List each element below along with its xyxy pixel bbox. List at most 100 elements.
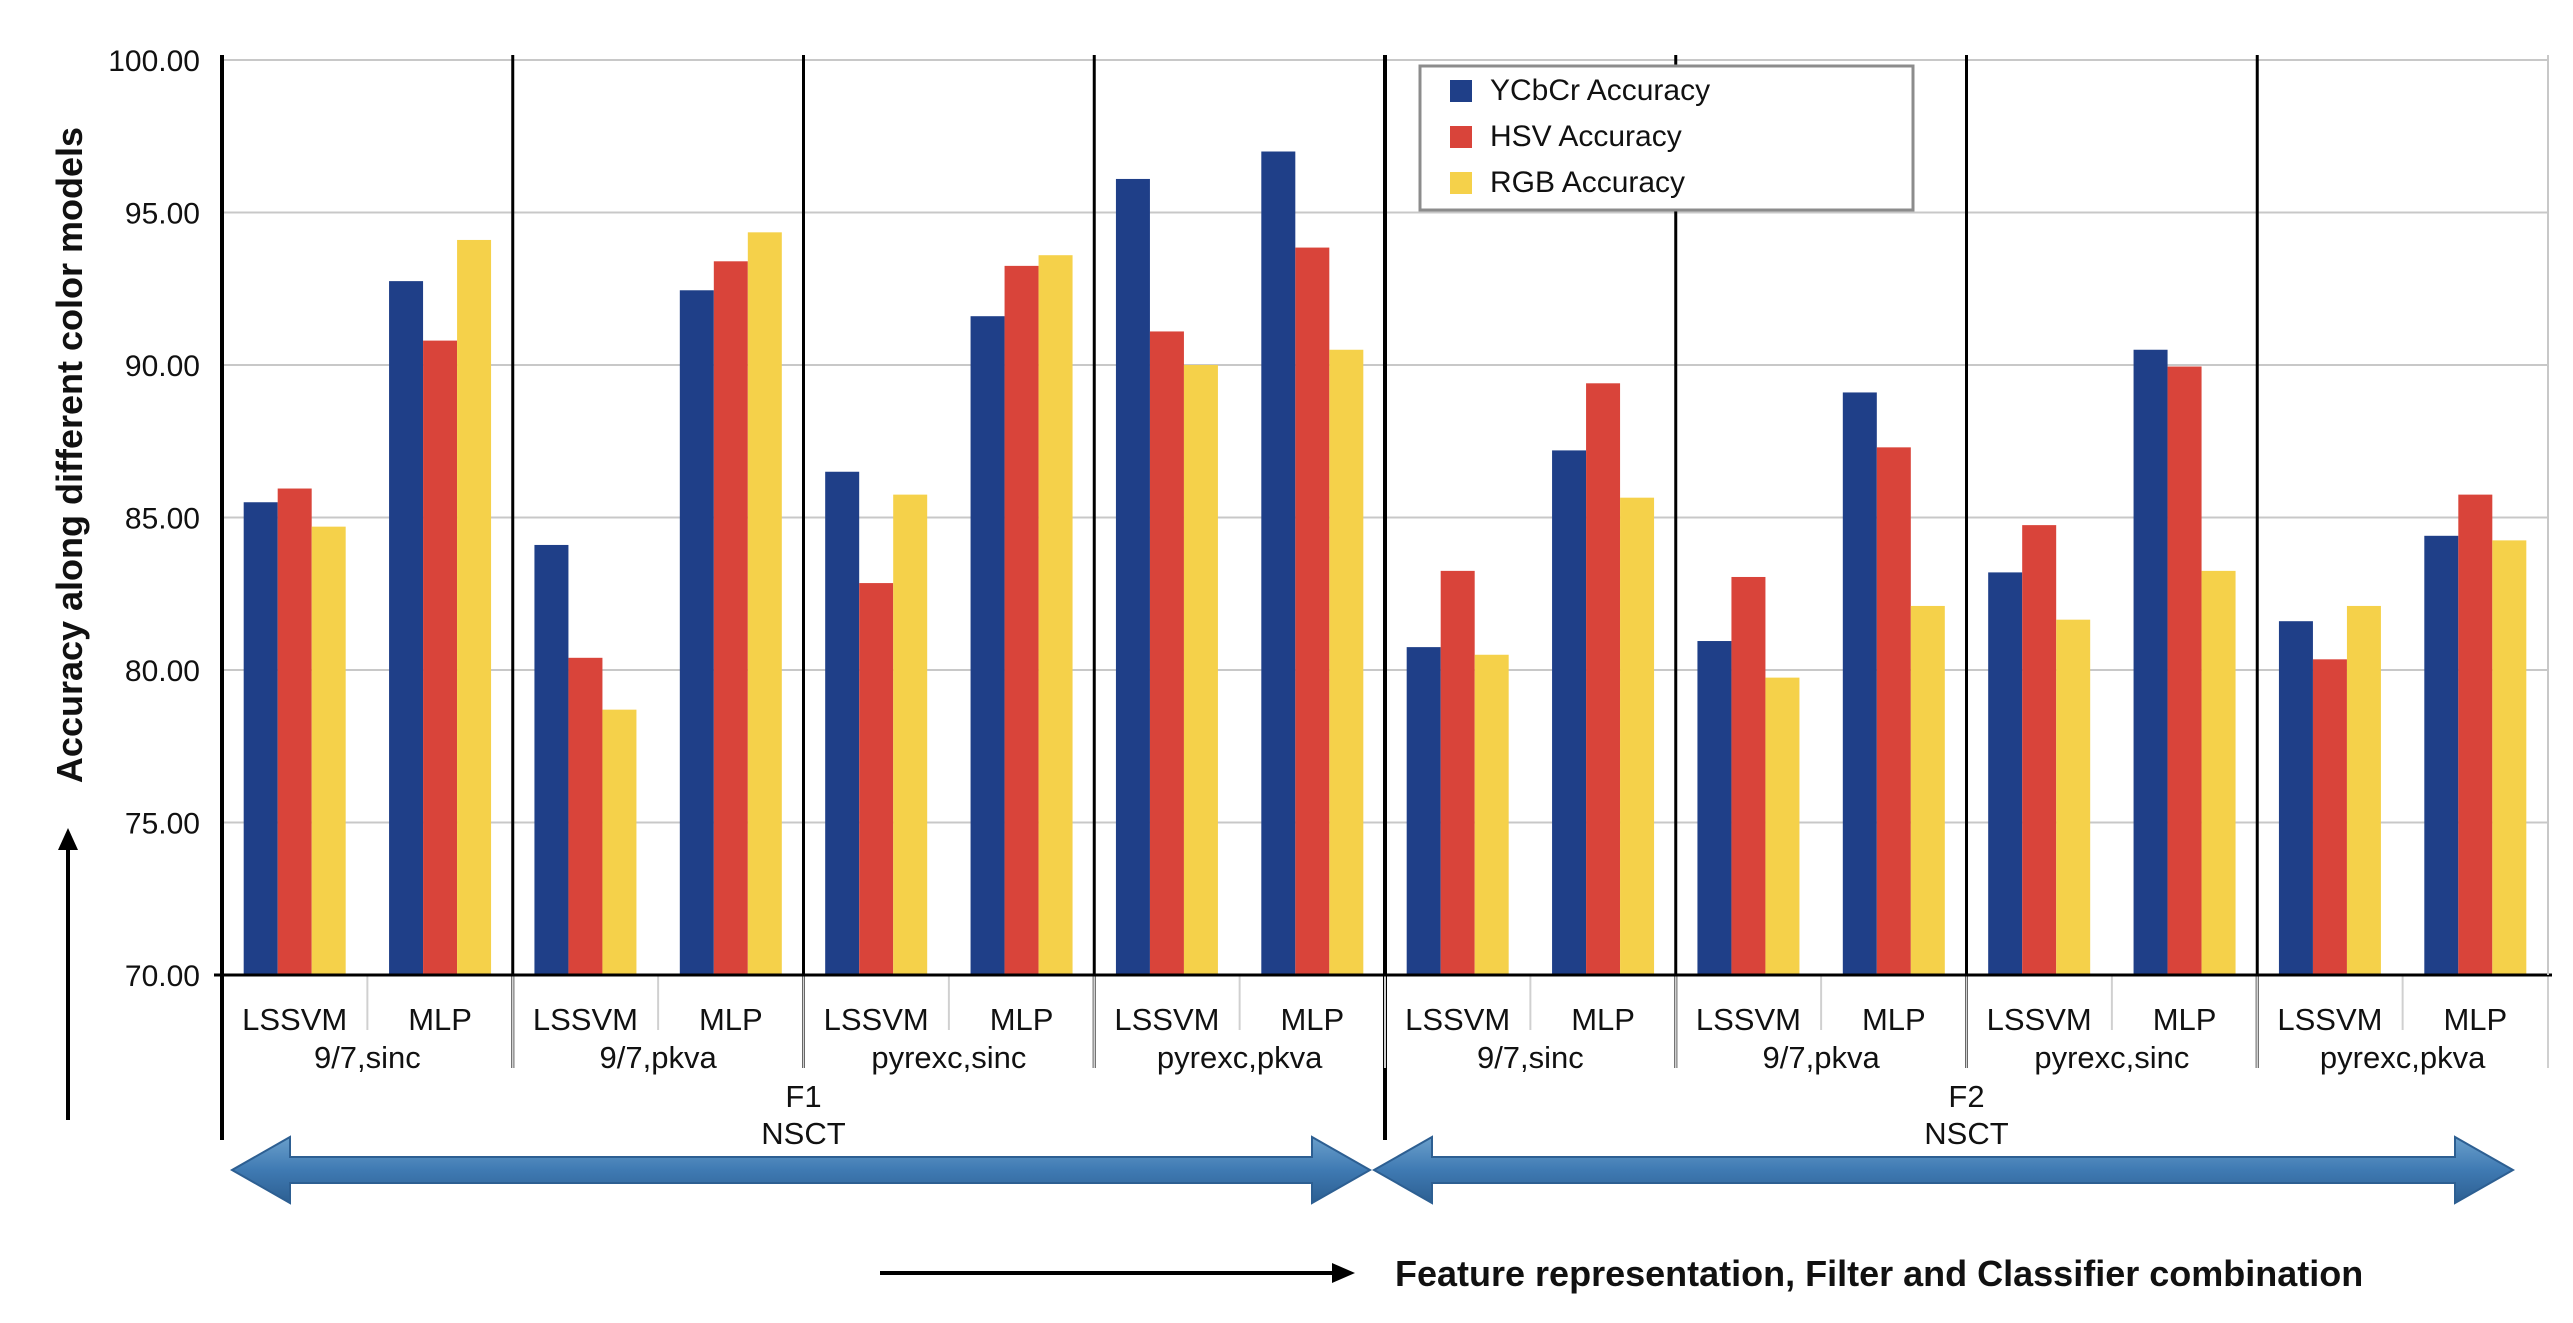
axes — [214, 55, 2552, 1140]
filter-group-label: pyrexc,sinc — [2034, 1040, 2189, 1075]
bar-hsv-14 — [2167, 366, 2202, 975]
bar-ycbcr-5 — [825, 471, 860, 975]
bar-ycbcr-15 — [2278, 621, 2313, 975]
classifier-label: LSSVM — [1405, 1002, 1510, 1037]
bar-hsv-1 — [277, 488, 312, 975]
bar-rgb-3 — [602, 709, 637, 975]
feature-group-method: NSCT — [761, 1116, 845, 1151]
bar-ycbcr-8 — [1261, 151, 1296, 975]
filter-group-label: pyrexc,pkva — [1157, 1040, 1323, 1075]
classifier-label: LSSVM — [242, 1002, 347, 1037]
classifier-label: LSSVM — [2277, 1002, 2382, 1037]
bar-hsv-6 — [1004, 265, 1039, 975]
bar-rgb-11 — [1765, 677, 1800, 975]
category-labels: LSSVM MLP LSSVM MLP LSSVM MLP LSSVM MLP LSSVM MLP… — [242, 1002, 2507, 1037]
classifier-label: MLP — [408, 1002, 472, 1037]
x-axis-label: Feature representation, Filter and Class… — [1395, 1253, 2363, 1294]
bars — [243, 151, 2527, 976]
bar-rgb-2 — [457, 239, 492, 975]
legend-swatch — [1450, 126, 1472, 148]
y-axis-arrow — [58, 828, 78, 1120]
bar-hsv-3 — [568, 657, 603, 975]
filter-group-label: 9/7,pkva — [600, 1040, 718, 1075]
group-separators — [221, 55, 2549, 1140]
bar-ycbcr-9 — [1406, 647, 1441, 975]
bar-rgb-8 — [1329, 349, 1364, 975]
bar-hsv-16 — [2458, 494, 2493, 975]
classifier-label: LSSVM — [824, 1002, 929, 1037]
bar-ycbcr-10 — [1552, 450, 1587, 975]
bar-rgb-14 — [2201, 570, 2236, 975]
bar-ycbcr-7 — [1115, 178, 1150, 975]
bar-hsv-7 — [1149, 331, 1184, 975]
classifier-label: MLP — [1571, 1002, 1635, 1037]
classifier-label: MLP — [1280, 1002, 1344, 1037]
bar-rgb-4 — [747, 232, 782, 975]
bar-hsv-11 — [1731, 576, 1766, 975]
bar-ycbcr-6 — [970, 316, 1005, 975]
bar-rgb-9 — [1474, 654, 1509, 975]
f1-range-arrow — [229, 1135, 1373, 1205]
bar-hsv-15 — [2312, 659, 2347, 975]
filter-group-label: 9/7,pkva — [1763, 1040, 1881, 1075]
filter-group-label: 9/7,sinc — [314, 1040, 421, 1075]
legend-entry: HSV Accuracy — [1490, 120, 1682, 153]
classifier-label: MLP — [699, 1002, 763, 1037]
bar-hsv-8 — [1295, 247, 1330, 975]
bar-ycbcr-14 — [2133, 349, 2168, 975]
bar-ycbcr-3 — [534, 544, 569, 975]
classifier-label: MLP — [2443, 1002, 2507, 1037]
legend: YCbCr Accuracy HSV Accuracy RGB Accuracy — [1418, 64, 1915, 212]
y-tick-label: 100.00 — [108, 45, 200, 78]
feature-group-name: F2 — [1948, 1079, 1984, 1114]
bar-hsv-10 — [1586, 383, 1621, 975]
bar-hsv-5 — [859, 583, 894, 975]
classifier-label: LSSVM — [1987, 1002, 2092, 1037]
bar-ycbcr-1 — [243, 502, 278, 975]
bar-ycbcr-2 — [389, 281, 424, 975]
bar-rgb-6 — [1038, 255, 1073, 975]
feature-group-name: F1 — [785, 1079, 821, 1114]
legend-swatch — [1450, 80, 1472, 102]
y-tick-labels: 70.00 75.00 80.00 85.00 90.00 95.00 100.00 — [108, 45, 200, 993]
classifier-label: LSSVM — [1696, 1002, 1801, 1037]
bar-hsv-2 — [423, 340, 458, 976]
bar-rgb-5 — [893, 494, 928, 975]
x-axis-arrow — [880, 1263, 1355, 1283]
filter-group-label: 9/7,sinc — [1477, 1040, 1584, 1075]
bar-ycbcr-12 — [1842, 392, 1877, 975]
bar-hsv-12 — [1876, 447, 1911, 976]
bar-hsv-13 — [2022, 525, 2057, 975]
bar-ycbcr-11 — [1697, 641, 1732, 975]
bar-ycbcr-4 — [679, 290, 714, 975]
filter-group-label: pyrexc,pkva — [2320, 1040, 2486, 1075]
y-tick-label: 75.00 — [125, 808, 200, 841]
bar-rgb-12 — [1910, 605, 1945, 975]
y-tick-label: 80.00 — [125, 655, 200, 688]
bar-rgb-7 — [1183, 365, 1218, 975]
bar-rgb-15 — [2346, 605, 2381, 975]
y-tick-label: 70.00 — [125, 960, 200, 993]
bar-rgb-13 — [2056, 619, 2091, 975]
classifier-label: MLP — [1862, 1002, 1926, 1037]
feature-group-method: NSCT — [1924, 1116, 2008, 1151]
bar-rgb-10 — [1620, 497, 1655, 975]
y-tick-label: 85.00 — [125, 503, 200, 536]
bar-ycbcr-16 — [2424, 535, 2459, 975]
bar-hsv-9 — [1440, 570, 1475, 975]
classifier-label: LSSVM — [533, 1002, 638, 1037]
bar-rgb-16 — [2492, 540, 2527, 975]
bar-hsv-4 — [713, 261, 748, 975]
f2-range-arrow — [1371, 1135, 2516, 1205]
bar-rgb-1 — [311, 526, 346, 975]
legend-swatch — [1450, 172, 1472, 194]
classifier-label: MLP — [2153, 1002, 2217, 1037]
y-tick-label: 95.00 — [125, 198, 200, 231]
bar-ycbcr-13 — [1988, 572, 2023, 975]
y-tick-label: 90.00 — [125, 350, 200, 383]
legend-entry: RGB Accuracy — [1490, 166, 1685, 199]
filter-group-labels: 9/7,sinc 9/7,pkva pyrexc,sinc pyrexc,pkva 9/… — [314, 1040, 2486, 1075]
classifier-label: MLP — [990, 1002, 1054, 1037]
